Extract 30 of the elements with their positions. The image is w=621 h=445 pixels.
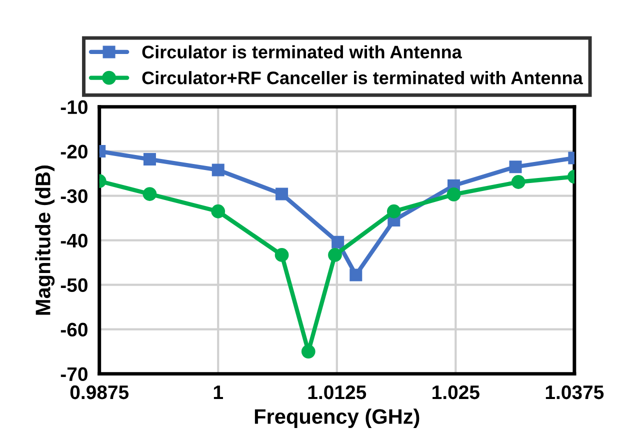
x-tick-label: 1.0125 [308,385,366,400]
y-tick-label: -30 [60,189,88,204]
legend-label: Circulator+RF Canceller is terminated with Antenna [142,71,583,84]
point [143,153,156,166]
x-axis-title: Frequency (GHz) [254,408,420,428]
point [274,248,289,262]
x-tick-label: 0.9875 [70,385,129,400]
point [301,344,316,358]
y-axis-title: Magnitude (dB) [35,166,55,315]
y-tick-label: -20 [60,144,88,159]
x-tick-label: 1.025 [432,385,480,400]
point [211,204,226,218]
x-tick-label: 1.0375 [546,385,604,400]
point [386,204,401,218]
point [446,188,461,202]
y-tick-label: -70 [60,367,88,382]
y-tick-label: -60 [60,322,88,337]
point [212,164,224,176]
y-tick-label: -40 [60,234,88,248]
point [350,268,362,282]
point [509,160,522,174]
point [276,188,288,200]
point [142,187,157,201]
point [328,248,342,262]
y-tick-label: -10 [60,100,88,114]
y-tick-label: -50 [60,278,88,292]
point [332,236,344,248]
legend-label: Circulator is terminated with Antenna [142,45,462,58]
point [511,175,526,189]
x-tick-label: 1 [214,386,223,399]
